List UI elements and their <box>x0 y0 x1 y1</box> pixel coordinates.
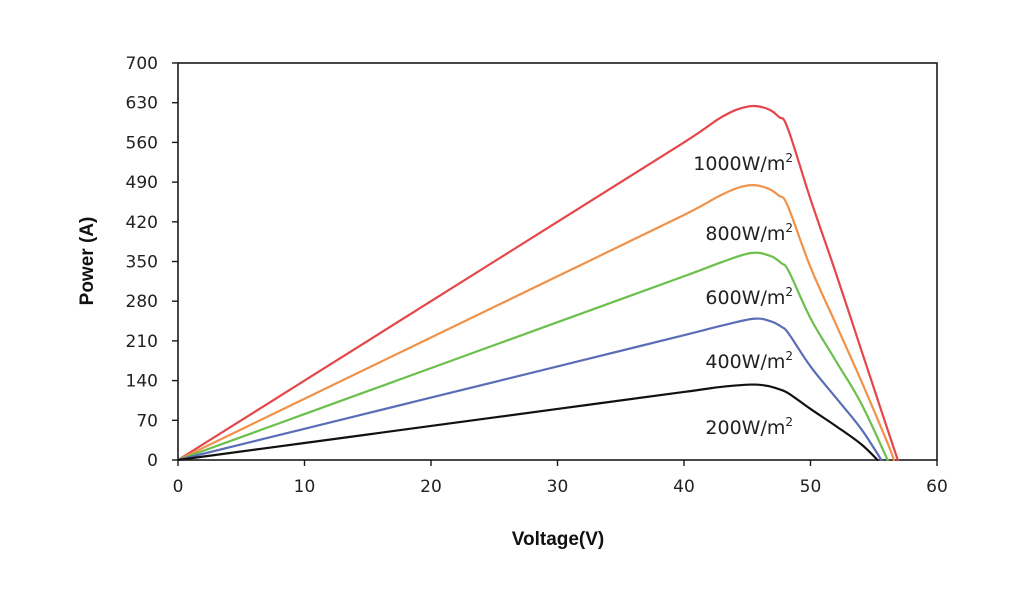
curves-layer <box>176 104 899 462</box>
y-tick-label: 630 <box>126 94 158 114</box>
x-axis-ticks: 0 10 20 30 40 50 60 <box>173 460 948 497</box>
y-tick-label: 70 <box>136 411 158 431</box>
series-label: 800W/m2 <box>705 221 793 245</box>
y-tick-label: 280 <box>126 292 158 312</box>
y-tick-label: 560 <box>126 133 158 153</box>
series-line-600w-m2 <box>176 251 889 462</box>
series-label-text: 200W/m <box>705 417 785 439</box>
y-tick-label: 420 <box>126 213 158 233</box>
y-tick-label: 140 <box>126 372 158 392</box>
series-label-superscript: 2 <box>785 415 793 429</box>
series-label-text: 600W/m <box>705 287 785 309</box>
series-line-1000w-m2 <box>176 104 899 462</box>
y-tick-label: 350 <box>126 253 158 273</box>
series-label-text: 400W/m <box>705 351 785 373</box>
series-label-superscript: 2 <box>785 285 793 299</box>
y-tick-label: 210 <box>126 332 158 352</box>
x-tick-label: 10 <box>294 477 316 497</box>
series-label: 400W/m2 <box>705 349 793 373</box>
series-line-200w-m2 <box>176 383 879 462</box>
series-label-text: 800W/m <box>705 223 785 245</box>
x-tick-label: 0 <box>173 477 184 497</box>
x-tick-label: 60 <box>926 477 948 497</box>
series-line-400w-m2 <box>176 317 883 462</box>
series-label: 1000W/m2 <box>693 151 793 175</box>
x-tick-label: 40 <box>673 477 695 497</box>
series-label: 200W/m2 <box>705 415 793 439</box>
series-label-superscript: 2 <box>785 151 793 165</box>
series-label-superscript: 2 <box>785 221 793 235</box>
y-axis-ticks: 0 70 140 210 280 350 420 490 560 630 700 <box>126 54 178 471</box>
series-label-superscript: 2 <box>785 349 793 363</box>
x-tick-label: 50 <box>800 477 822 497</box>
y-tick-label: 490 <box>126 173 158 193</box>
plot-area-frame <box>177 62 938 461</box>
x-axis-title: Voltage(V) <box>512 529 605 550</box>
y-tick-label: 0 <box>147 451 158 471</box>
x-tick-label: 20 <box>420 477 442 497</box>
series-label: 600W/m2 <box>705 285 793 309</box>
y-tick-label: 700 <box>126 54 158 74</box>
x-tick-label: 30 <box>547 477 569 497</box>
series-line-800w-m2 <box>176 183 896 462</box>
series-label-text: 1000W/m <box>693 153 785 175</box>
y-axis-title: Power (A) <box>77 217 98 306</box>
